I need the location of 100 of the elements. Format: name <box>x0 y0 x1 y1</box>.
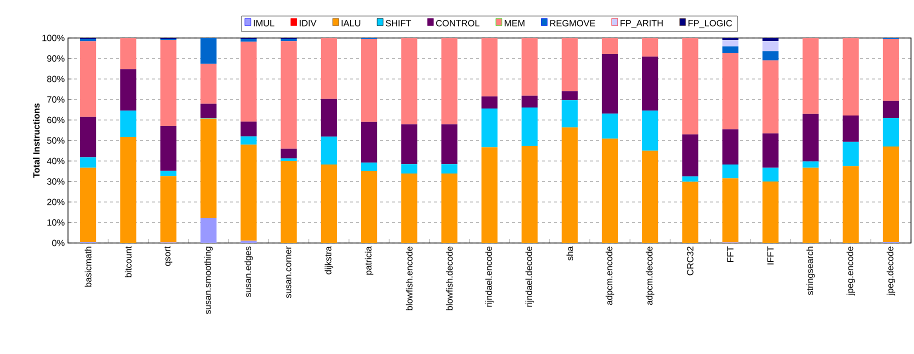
bar <box>762 60 779 134</box>
bar <box>642 150 658 243</box>
bar <box>200 218 217 243</box>
y-tick-label: 80% <box>47 76 64 82</box>
x-tick-label: patricia <box>364 246 374 275</box>
bar <box>361 122 378 163</box>
y-tick-label: 60% <box>47 116 64 124</box>
bar <box>401 174 418 243</box>
bar <box>762 182 779 243</box>
x-tick-label: FFT <box>727 246 734 262</box>
bar <box>481 38 498 96</box>
bar <box>160 176 176 242</box>
bar <box>882 118 899 146</box>
bar <box>602 38 618 54</box>
bar <box>280 161 297 243</box>
bar <box>481 147 498 243</box>
bar <box>320 38 337 99</box>
x-tick-label: adpcm.encode <box>606 246 614 305</box>
bar <box>842 166 859 243</box>
x-tick-label: stringsearch <box>806 246 815 295</box>
bar <box>240 144 257 241</box>
legend-label: FP_ARITH <box>620 20 663 28</box>
bar <box>240 39 257 42</box>
bar <box>602 54 618 114</box>
bar <box>762 38 779 42</box>
bar <box>842 142 859 166</box>
bar <box>602 114 618 139</box>
x-tick-label: qsort <box>164 246 172 266</box>
bar <box>441 164 458 174</box>
bar <box>882 100 899 118</box>
y-tick-label: 20% <box>47 198 64 206</box>
bar <box>80 157 96 168</box>
bar <box>401 164 418 174</box>
x-tick-label: IFFT <box>767 246 774 264</box>
bar <box>441 174 458 243</box>
legend-label: SHIFT <box>386 20 412 26</box>
bar <box>722 40 738 46</box>
bar <box>522 146 538 243</box>
legend-label: FP_LOGIC <box>688 20 732 28</box>
bar <box>642 110 658 151</box>
bar <box>280 148 297 158</box>
bar <box>120 69 136 111</box>
bar <box>200 38 217 64</box>
y-tick-label: 90% <box>47 55 64 62</box>
bar <box>882 39 899 101</box>
bar <box>802 168 819 243</box>
bar <box>320 98 337 137</box>
legend-label: IALU <box>342 20 360 26</box>
bar <box>200 118 217 218</box>
bar <box>80 41 96 117</box>
y-tick-label: 50% <box>47 137 64 144</box>
y-tick-label: 0% <box>52 240 64 246</box>
bar <box>562 38 578 92</box>
bar <box>562 127 578 243</box>
bar <box>481 108 498 148</box>
bar <box>160 126 176 171</box>
bar <box>802 38 819 114</box>
bar <box>320 136 337 164</box>
bar <box>722 46 738 53</box>
bar <box>642 56 658 111</box>
bar <box>722 164 738 178</box>
bar <box>522 38 538 96</box>
bar <box>441 124 458 164</box>
bar <box>682 182 698 243</box>
bar <box>240 42 257 122</box>
bar <box>320 164 337 243</box>
bar <box>120 38 136 70</box>
bar <box>160 170 176 176</box>
x-tick-label: susan.corner <box>286 246 292 298</box>
bar <box>280 158 297 162</box>
legend-label: IDIV <box>300 20 316 26</box>
bar <box>762 133 779 168</box>
bar <box>120 137 136 243</box>
bar <box>240 136 257 145</box>
x-tick-label: blowfish.decode <box>446 246 453 310</box>
bar <box>160 40 176 126</box>
bar <box>280 41 297 149</box>
bar <box>722 129 738 164</box>
y-axis-title: Total Instructions <box>32 103 40 178</box>
x-tick-label: jpeg.encode <box>846 246 855 296</box>
bar <box>481 96 498 109</box>
legend-label: IMUL <box>254 20 274 26</box>
bar <box>762 51 779 60</box>
bar <box>80 116 96 158</box>
bar <box>842 115 859 142</box>
bar <box>722 178 738 242</box>
bar <box>562 100 578 128</box>
bar <box>361 39 378 122</box>
bar <box>802 161 819 168</box>
legend-label: MEM <box>504 20 524 26</box>
y-tick-label: 100% <box>42 34 64 42</box>
bar <box>842 38 859 116</box>
x-tick-label: dijkstra <box>324 246 334 274</box>
bar <box>200 64 217 104</box>
x-tick-label: blowfish.encode <box>406 246 413 310</box>
legend-label: REGMOVE <box>550 20 596 26</box>
bar <box>240 122 257 136</box>
bar <box>441 38 458 124</box>
bar <box>602 138 618 243</box>
bar <box>120 110 136 138</box>
